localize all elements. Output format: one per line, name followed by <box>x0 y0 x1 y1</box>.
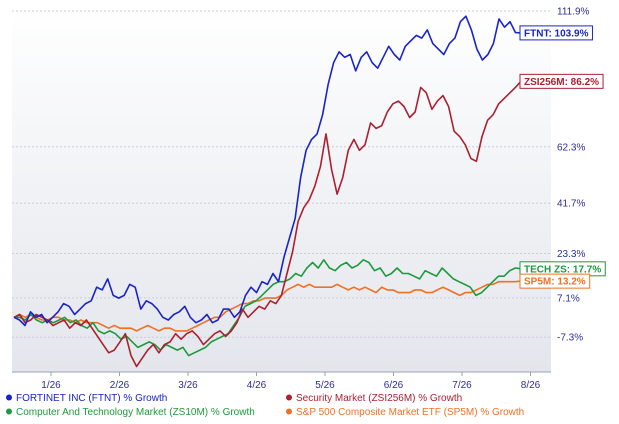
series-flag: SP5M: 13.2% <box>519 273 591 289</box>
series-flag-label: FTNT: 103.9% <box>524 28 589 39</box>
series-lines <box>13 15 522 368</box>
series-line <box>13 15 522 327</box>
legend-label: S&P 500 Composite Market ETF (SP5M) % Gr… <box>296 407 524 418</box>
legend-label: FORTINET INC (FTNT) % Growth <box>16 393 167 404</box>
series-flag-label: SP5M: 13.2% <box>524 277 586 288</box>
series-flag-box <box>519 273 591 289</box>
y-tick-label: 62.3% <box>557 142 585 153</box>
y-tick-label: 23.3% <box>557 249 585 260</box>
series-flag: ZSI256M: 86.2% <box>519 73 604 89</box>
legend-label: Computer And Technology Market (ZS10M) %… <box>16 407 255 418</box>
series-end-flags: FTNT: 103.9% ZSI256M: 86.2% TECH ZS: 17.7%… <box>519 25 606 289</box>
legend-label: Security Market (ZSI256M) % Growth <box>296 393 462 404</box>
y-tick-label: 41.7% <box>557 199 585 210</box>
series-flag-label: ZSI256M: 86.2% <box>524 77 599 88</box>
series-flag-box <box>519 73 604 89</box>
y-tick-label: 7.1% <box>557 293 580 304</box>
x-tick-label: 4/26 <box>247 380 267 391</box>
series-flag-box <box>519 25 593 41</box>
x-tick-label: 7/26 <box>452 380 472 391</box>
legend-item: Security Market (ZSI256M) % Growth <box>286 393 462 404</box>
x-tick-label: 8/26 <box>521 380 541 391</box>
plot-background <box>12 2 551 372</box>
legend: FORTINET INC (FTNT) % Growth Security Mar… <box>6 393 524 418</box>
legend-marker <box>6 394 12 401</box>
series-flag: FTNT: 103.9% <box>519 25 593 41</box>
x-tick-label: 2/26 <box>110 380 130 391</box>
legend-item: Computer And Technology Market (ZS10M) %… <box>6 407 255 418</box>
legend-marker <box>6 408 12 415</box>
y-tick-label: -7.3% <box>557 333 583 344</box>
x-axis-ticks: 1/26 2/26 3/26 4/26 5/26 6/26 7/26 8/26 <box>41 372 541 391</box>
legend-item: FORTINET INC (FTNT) % Growth <box>6 393 167 404</box>
legend-item: S&P 500 Composite Market ETF (SP5M) % Gr… <box>286 407 524 418</box>
x-tick-label: 5/26 <box>315 380 335 391</box>
x-tick-label: 6/26 <box>384 380 404 391</box>
x-tick-label: 3/26 <box>178 380 198 391</box>
gridlines <box>12 10 551 338</box>
y-tick-label: 111.9% <box>557 7 590 18</box>
legend-marker <box>286 408 292 415</box>
series-line <box>13 280 522 332</box>
x-tick-label: 1/26 <box>41 380 61 391</box>
y-axis-ticks: 111.9% 62.3% 41.7% 23.3% 7.1% -7.3% <box>557 7 590 344</box>
series-flag-label: TECH ZS: 17.7% <box>524 264 601 275</box>
series-line <box>14 258 522 357</box>
legend-marker <box>286 394 292 401</box>
series-line <box>13 80 522 368</box>
